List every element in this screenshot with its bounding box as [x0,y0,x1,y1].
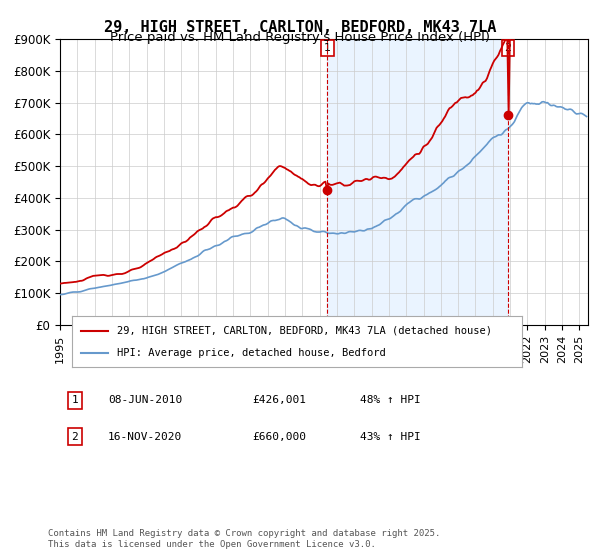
Text: 2: 2 [71,432,79,442]
Text: 48% ↑ HPI: 48% ↑ HPI [360,395,421,405]
Text: HPI: Average price, detached house, Bedford: HPI: Average price, detached house, Bedf… [117,348,386,358]
Text: Price paid vs. HM Land Registry's House Price Index (HPI): Price paid vs. HM Land Registry's House … [110,31,490,44]
Text: Contains HM Land Registry data © Crown copyright and database right 2025.
This d: Contains HM Land Registry data © Crown c… [48,529,440,549]
Text: £660,000: £660,000 [252,432,306,442]
Text: 16-NOV-2020: 16-NOV-2020 [108,432,182,442]
Text: £426,001: £426,001 [252,395,306,405]
Text: 1: 1 [324,43,331,53]
Text: 08-JUN-2010: 08-JUN-2010 [108,395,182,405]
Bar [327,39,508,325]
Text: 29, HIGH STREET, CARLTON, BEDFORD, MK43 7LA (detached house): 29, HIGH STREET, CARLTON, BEDFORD, MK43 … [117,325,492,335]
Text: 43% ↑ HPI: 43% ↑ HPI [360,432,421,442]
Text: 1: 1 [71,395,79,405]
Text: 2: 2 [505,43,512,53]
Text: 29, HIGH STREET, CARLTON, BEDFORD, MK43 7LA: 29, HIGH STREET, CARLTON, BEDFORD, MK43 … [104,20,496,35]
